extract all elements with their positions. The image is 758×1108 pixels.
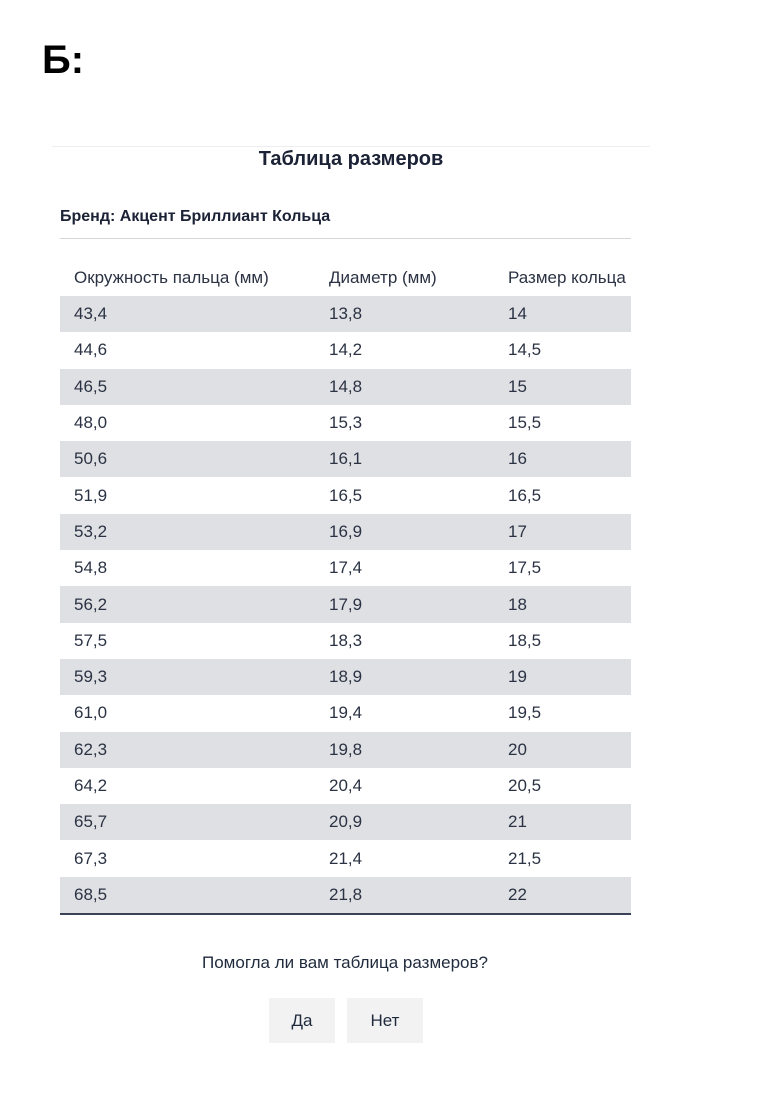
cell-diameter: 13,8 [315, 296, 494, 333]
table-row: 50,6 16,1 16 [60, 441, 631, 478]
yes-button[interactable]: Да [269, 998, 335, 1043]
feedback-question: Помогла ли вам таблица размеров? [202, 953, 488, 972]
header-ring-size: Размер кольца [508, 267, 626, 287]
table-row: 53,2 16,9 17 [60, 513, 631, 551]
cell-circumference: 51,9 [74, 485, 108, 505]
cell-diameter: 21,8 [315, 876, 494, 916]
cell-circumference: 43,4 [60, 296, 315, 333]
table-row: 59,3 18,9 19 [60, 658, 631, 696]
cell-diameter: 20,9 [315, 804, 494, 841]
cell-diameter: 16,9 [315, 513, 494, 551]
table-row: 51,9 16,5 16,5 [60, 477, 631, 513]
cell-circumference: 59,3 [60, 658, 315, 696]
cell-circumference: 46,5 [60, 368, 315, 405]
cell-circumference: 65,7 [60, 804, 315, 841]
cell-ring-size: 18 [494, 586, 631, 623]
brand-divider [60, 238, 631, 239]
cell-circumference: 64,2 [74, 776, 108, 795]
cell-diameter: 17,4 [329, 558, 363, 578]
cell-circumference: 44,6 [74, 340, 108, 360]
cell-diameter: 17,9 [315, 586, 494, 623]
cell-ring-size: 17,5 [508, 558, 542, 578]
cell-diameter: 14,8 [315, 368, 494, 405]
cell-ring-size: 14,5 [508, 340, 542, 360]
cell-diameter: 16,1 [315, 441, 494, 478]
table-row: 68,5 21,8 22 [60, 876, 631, 916]
table-row: 46,5 14,8 15 [60, 368, 631, 405]
table-body: 43,4 13,8 14 44,6 14,2 14,5 46,5 14,8 15… [60, 296, 631, 916]
cell-ring-size: 18,5 [508, 630, 542, 650]
cell-circumference: 53,2 [60, 513, 315, 551]
header-circumference: Окружность пальца (мм) [74, 267, 269, 287]
cell-circumference: 48,0 [74, 413, 108, 433]
cell-ring-size: 14 [494, 296, 631, 333]
cell-circumference: 67,3 [74, 848, 108, 868]
header-diameter: Диаметр (мм) [329, 267, 437, 287]
cell-diameter: 18,9 [315, 658, 494, 696]
cell-ring-size: 15 [494, 368, 631, 405]
table-row: 56,2 17,9 18 [60, 586, 631, 623]
cell-ring-size: 21,5 [508, 848, 542, 868]
table-row: 54,8 17,4 17,5 [60, 550, 631, 586]
cell-ring-size: 17 [494, 513, 631, 551]
table-header-row: Окружность пальца (мм) Диаметр (мм) Разм… [60, 259, 631, 296]
cell-circumference: 68,5 [60, 876, 315, 916]
table-row: 57,5 18,3 18,5 [60, 623, 631, 659]
cell-diameter: 19,4 [329, 703, 363, 723]
table-row: 65,7 20,9 21 [60, 804, 631, 841]
cell-ring-size: 19,5 [508, 703, 542, 723]
size-table: Окружность пальца (мм) Диаметр (мм) Разм… [60, 259, 631, 916]
table-row: 48,0 15,3 15,5 [60, 405, 631, 441]
cell-ring-size: 15,5 [508, 413, 542, 433]
table-row: 62,3 19,8 20 [60, 731, 631, 768]
corner-label: Б: [42, 38, 85, 82]
cell-ring-size: 21 [494, 804, 631, 841]
cell-diameter: 21,4 [329, 848, 363, 868]
top-divider [52, 146, 650, 147]
table-row: 64,2 20,4 20,5 [60, 768, 631, 804]
cell-diameter: 18,3 [329, 630, 363, 650]
cell-circumference: 50,6 [60, 441, 315, 478]
page-title: Таблица размеров [258, 148, 444, 170]
cell-diameter: 16,5 [329, 485, 363, 505]
cell-ring-size: 16,5 [508, 485, 542, 505]
cell-ring-size: 19 [494, 658, 631, 696]
table-row: 44,6 14,2 14,5 [60, 332, 631, 368]
cell-circumference: 56,2 [60, 586, 315, 623]
no-button[interactable]: Нет [347, 998, 423, 1043]
table-row: 43,4 13,8 14 [60, 296, 631, 333]
cell-ring-size: 22 [494, 876, 631, 916]
cell-circumference: 61,0 [74, 703, 108, 723]
cell-diameter: 19,8 [315, 731, 494, 768]
cell-circumference: 62,3 [60, 731, 315, 768]
cell-diameter: 20,4 [329, 776, 363, 795]
brand-label: Бренд: Акцент Бриллиант Кольца [60, 208, 331, 225]
cell-circumference: 57,5 [74, 630, 108, 650]
table-row: 67,3 21,4 21,5 [60, 840, 631, 876]
cell-diameter: 14,2 [329, 340, 363, 360]
cell-circumference: 54,8 [74, 558, 108, 578]
cell-ring-size: 20 [494, 731, 631, 768]
cell-ring-size: 16 [494, 441, 631, 478]
cell-ring-size: 20,5 [508, 776, 542, 795]
cell-diameter: 15,3 [329, 413, 363, 433]
table-row: 61,0 19,4 19,5 [60, 695, 631, 731]
